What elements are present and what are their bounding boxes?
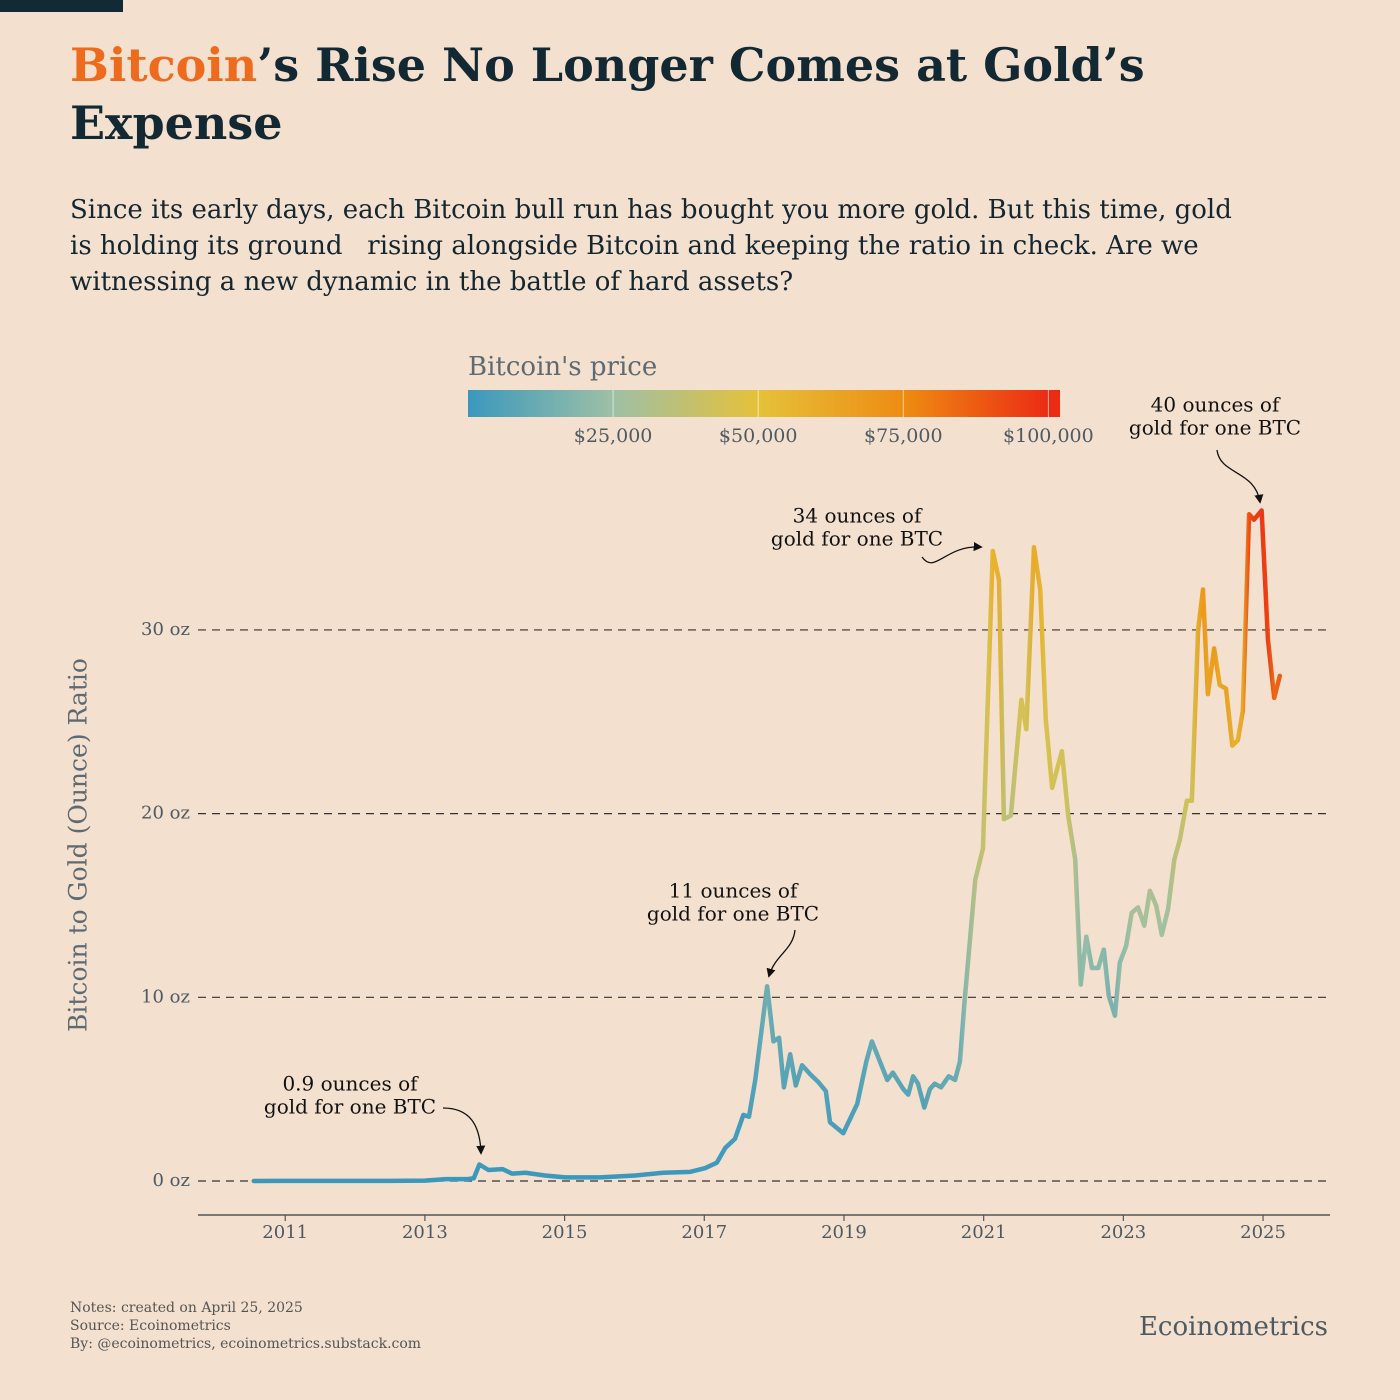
x-tick-label: 2013 [402, 1222, 448, 1243]
subtitle: Since its early days, each Bitcoin bull … [70, 195, 1241, 297]
annotation: 34 ounces of [793, 504, 923, 528]
x-tick-label: 2023 [1100, 1222, 1146, 1243]
brand: Ecoinometrics [1139, 1312, 1328, 1342]
x-tick-label: 2015 [542, 1222, 588, 1243]
colorbar-tick-label: $50,000 [719, 425, 798, 447]
annotation-arrow [766, 929, 796, 978]
y-tick-label: 30 oz [141, 619, 190, 640]
title-highlight: Bitcoin [70, 38, 258, 92]
ratio-line [251, 508, 1283, 1184]
annotation: 40 ounces of [1151, 393, 1281, 417]
note: By: @ecoinometrics, ecoinometrics.substa… [70, 1336, 421, 1352]
annotation-arrow [921, 542, 983, 564]
note: Source: Ecoinometrics [70, 1318, 231, 1334]
x-tick-label: 2011 [262, 1222, 308, 1243]
y-axis-label: Bitcoin to Gold (Ounce) Ratio [64, 658, 93, 1032]
note: Notes: created on April 25, 2025 [70, 1300, 303, 1316]
title-rest: ’s Rise No Longer Comes at Gold’s Expens… [70, 38, 1145, 150]
annotation: 0.9 ounces of [282, 1072, 419, 1096]
title: Bitcoin’s Rise No Longer Comes at Gold’s… [70, 36, 1230, 152]
x-tick-label: 2019 [821, 1222, 867, 1243]
annotation: 11 ounces of [669, 879, 799, 903]
annotation: gold for one BTC [1129, 416, 1301, 440]
x-tick-label: 2017 [681, 1222, 727, 1243]
annotation-arrow [442, 1107, 486, 1155]
annotation: gold for one BTC [771, 527, 943, 551]
annotation-arrow [1216, 449, 1264, 504]
annotation: gold for one BTC [264, 1095, 436, 1119]
colorbar-label: Bitcoin's price [468, 352, 657, 382]
colorbar [468, 390, 1060, 417]
colorbar-tick-label: $100,000 [1003, 425, 1094, 447]
y-tick-label: 10 oz [141, 986, 190, 1007]
colorbar-tick-label: $75,000 [864, 425, 943, 447]
x-tick-label: 2021 [961, 1222, 1007, 1243]
x-tick-label: 2025 [1240, 1222, 1286, 1243]
corner-bar [0, 0, 123, 12]
annotation: gold for one BTC [647, 902, 819, 926]
y-tick-label: 20 oz [141, 803, 190, 824]
y-tick-label: 0 oz [153, 1170, 191, 1191]
colorbar-tick-label: $25,000 [574, 425, 653, 447]
